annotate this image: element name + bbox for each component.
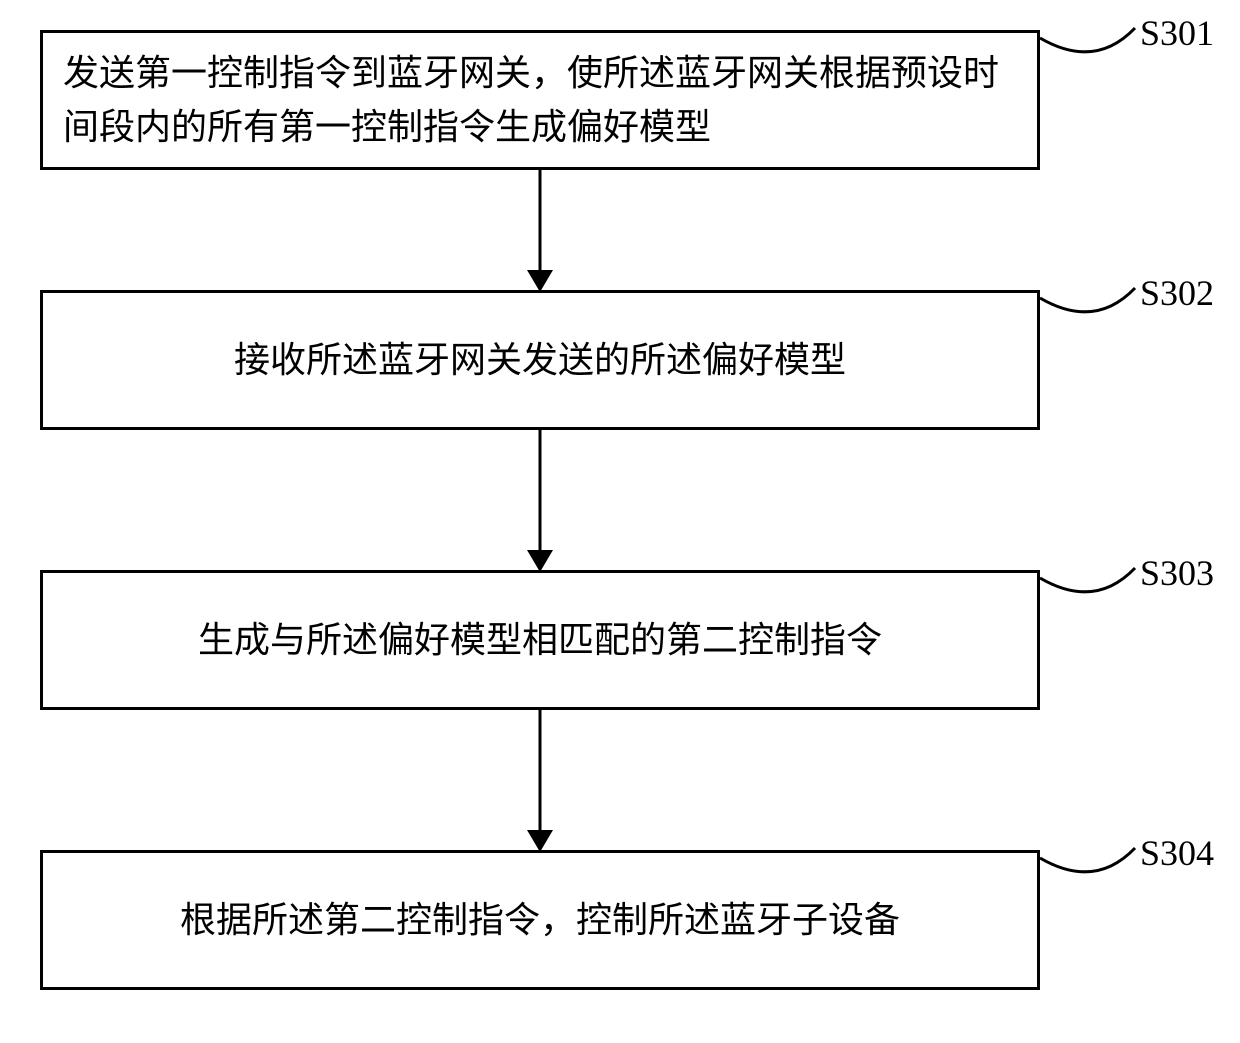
callout-curve [1036,284,1139,334]
flow-step-text: 发送第一控制指令到蓝牙网关，使所述蓝牙网关根据预设时间段内的所有第一控制指令生成… [43,46,1037,154]
flow-step-box-s303: 生成与所述偏好模型相匹配的第二控制指令 [40,570,1040,710]
flow-step-label-s302: S302 [1140,272,1214,314]
flow-step-box-s304: 根据所述第二控制指令，控制所述蓝牙子设备 [40,850,1040,990]
flowchart-canvas: 发送第一控制指令到蓝牙网关，使所述蓝牙网关根据预设时间段内的所有第一控制指令生成… [0,0,1240,1043]
flow-arrow [525,430,555,572]
flow-step-box-s301: 发送第一控制指令到蓝牙网关，使所述蓝牙网关根据预设时间段内的所有第一控制指令生成… [40,30,1040,170]
callout-curve [1036,24,1139,74]
flow-step-label-s304: S304 [1140,832,1214,874]
callout-curve [1036,564,1139,614]
callout-curve [1036,844,1139,894]
flow-step-label-s301: S301 [1140,12,1214,54]
flow-step-text: 生成与所述偏好模型相匹配的第二控制指令 [43,613,1037,667]
flow-step-text: 接收所述蓝牙网关发送的所述偏好模型 [43,333,1037,387]
flow-arrow [525,170,555,292]
flow-step-label-s303: S303 [1140,552,1214,594]
flow-arrow [525,710,555,852]
flow-step-text: 根据所述第二控制指令，控制所述蓝牙子设备 [43,893,1037,947]
flow-step-box-s302: 接收所述蓝牙网关发送的所述偏好模型 [40,290,1040,430]
